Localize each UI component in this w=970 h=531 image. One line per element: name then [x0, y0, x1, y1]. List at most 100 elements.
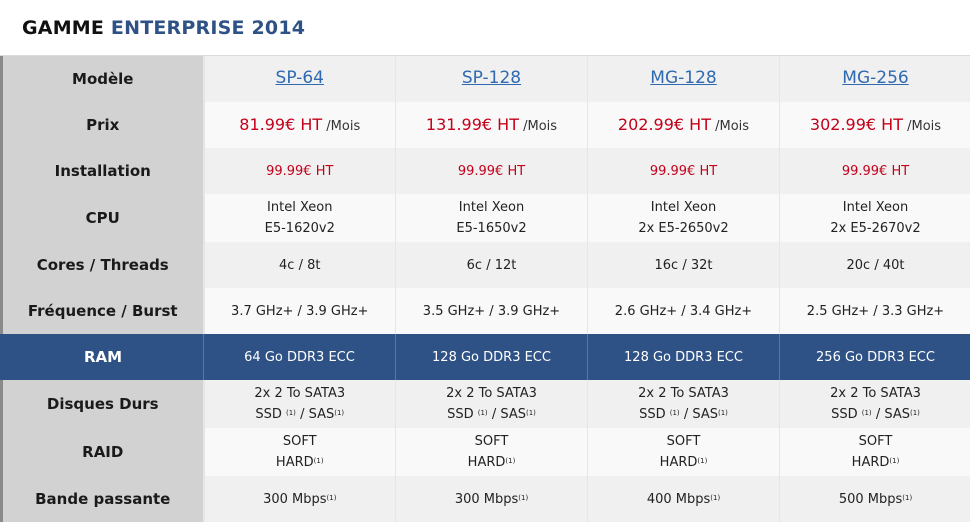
row-installation: Installation 99.99€ HT 99.99€ HT 99.99€ …: [0, 148, 970, 194]
bande-cell: 300 Mbps(1): [395, 476, 588, 522]
raid-line2: HARD: [275, 455, 314, 470]
cpu-line1: Intel Xeon: [842, 200, 909, 215]
row-label: Disques Durs: [0, 380, 205, 428]
raid-cell: SOFT HARD(1): [587, 428, 780, 476]
disques-cell: 2x 2 To SATA3 SSD (1) / SAS(1): [395, 380, 588, 428]
row-label: RAM: [0, 334, 204, 380]
model-link-mg-128[interactable]: MG-128: [650, 68, 717, 88]
row-label: RAID: [0, 428, 205, 476]
row-modele: Modèle SP-64 SP-128 MG-128 MG-256: [0, 56, 970, 102]
row-label: Prix: [0, 102, 205, 148]
separator: /: [491, 407, 497, 422]
cores-value: 20c / 40t: [779, 242, 970, 288]
model-link-sp-64[interactable]: SP-64: [275, 68, 324, 88]
page-title: GAMME ENTERPRISE 2014: [22, 17, 305, 39]
installation-value: 99.99€ HT: [841, 163, 910, 179]
cores-value: 6c / 12t: [395, 242, 588, 288]
price-suffix: /Mois: [523, 118, 558, 134]
disques-cell: 2x 2 To SATA3 SSD (1) / SAS(1): [203, 380, 396, 428]
footnote-mark: (1): [669, 409, 680, 417]
cpu-cell: Intel Xeon E5-1620v2: [203, 194, 396, 242]
bande-value: 500 Mbps: [838, 491, 903, 507]
installation-value: 99.99€ HT: [266, 163, 334, 179]
cpu-line2: 2x E5-2670v2: [830, 221, 921, 236]
disques-cell: 2x 2 To SATA3 SSD (1) / SAS(1): [779, 380, 970, 428]
ssd-text: SSD: [639, 407, 666, 422]
cores-value: 4c / 8t: [203, 242, 396, 288]
footnote-mark: (1): [889, 457, 900, 465]
ram-value: 64 Go DDR3 ECC: [203, 334, 396, 380]
cpu-line2: E5-1650v2: [456, 221, 527, 236]
separator: /: [875, 407, 881, 422]
raid-line1: SOFT: [858, 434, 893, 449]
footnote-mark: (1): [334, 409, 345, 417]
footnote-mark: (1): [710, 493, 721, 502]
sas-text: SAS: [884, 407, 910, 422]
raid-line1: SOFT: [282, 434, 317, 449]
ssd-text: SSD: [447, 407, 474, 422]
bande-cell: 500 Mbps(1): [779, 476, 970, 522]
ram-value: 256 Go DDR3 ECC: [779, 334, 970, 380]
footnote-mark: (1): [505, 457, 516, 465]
footnote-mark: (1): [286, 409, 296, 417]
footnote-mark: (1): [717, 409, 728, 417]
price-cell: 202.99€ HT /Mois: [587, 102, 780, 148]
footnote-mark: (1): [525, 409, 536, 417]
frequence-value: 2.5 GHz+ / 3.3 GHz+: [779, 288, 970, 334]
cpu-line2: 2x E5-2650v2: [638, 221, 729, 236]
price-value: 202.99€ HT: [617, 114, 711, 134]
cpu-line1: Intel Xeon: [267, 200, 333, 215]
row-label: Installation: [0, 148, 205, 194]
frequence-value: 3.7 GHz+ / 3.9 GHz+: [203, 288, 396, 334]
raid-line1: SOFT: [666, 434, 701, 449]
footnote-mark: (1): [697, 457, 708, 465]
page-title-part2: ENTERPRISE 2014: [110, 16, 306, 39]
cpu-cell: Intel Xeon 2x E5-2670v2: [779, 194, 970, 242]
disques-line1: 2x 2 To SATA3: [446, 386, 537, 401]
footnote-mark: (1): [861, 409, 872, 417]
frequence-value: 2.6 GHz+ / 3.4 GHz+: [587, 288, 780, 334]
footnote-mark: (1): [518, 493, 529, 502]
bande-cell: 400 Mbps(1): [587, 476, 780, 522]
price-cell: 302.99€ HT /Mois: [779, 102, 970, 148]
raid-cell: SOFT HARD(1): [779, 428, 970, 476]
raid-line2: HARD: [851, 455, 890, 470]
footnote-mark: (1): [909, 409, 920, 417]
row-prix: Prix 81.99€ HT /Mois 131.99€ HT /Mois 20…: [0, 102, 970, 148]
cpu-line2: E5-1620v2: [264, 221, 335, 236]
separator: /: [300, 407, 305, 422]
model-link-sp-128[interactable]: SP-128: [461, 68, 522, 88]
bande-value: 300 Mbps: [263, 491, 327, 507]
page-title-part1: GAMME: [22, 16, 105, 39]
raid-line2: HARD: [467, 455, 506, 470]
disques-line1: 2x 2 To SATA3: [830, 386, 921, 401]
bande-cell: 300 Mbps(1): [203, 476, 396, 522]
price-value: 302.99€ HT: [809, 114, 903, 134]
row-ram: RAM 64 Go DDR3 ECC 128 Go DDR3 ECC 128 G…: [0, 334, 970, 380]
footnote-mark: (1): [477, 409, 488, 417]
ssd-text: SSD: [255, 407, 282, 422]
price-suffix: /Mois: [326, 118, 361, 134]
bande-value: 300 Mbps: [454, 491, 519, 507]
title-bar: GAMME ENTERPRISE 2014: [0, 0, 970, 56]
price-suffix: /Mois: [907, 118, 942, 134]
footnote-mark: (1): [326, 493, 337, 502]
bande-value: 400 Mbps: [646, 491, 711, 507]
footnote-mark: (1): [313, 457, 324, 465]
price-cell: 131.99€ HT /Mois: [395, 102, 588, 148]
row-bande: Bande passante 300 Mbps(1) 300 Mbps(1) 4…: [0, 476, 970, 522]
cpu-line1: Intel Xeon: [458, 200, 525, 215]
row-label: Modèle: [0, 56, 205, 102]
raid-cell: SOFT HARD(1): [395, 428, 588, 476]
disques-cell: 2x 2 To SATA3 SSD (1) / SAS(1): [587, 380, 780, 428]
separator: /: [683, 407, 689, 422]
row-raid: RAID SOFT HARD(1) SOFT HARD(1) SOFT HARD(1)…: [0, 428, 970, 476]
frequence-value: 3.5 GHz+ / 3.9 GHz+: [395, 288, 588, 334]
row-label: Bande passante: [0, 476, 205, 522]
model-link-mg-256[interactable]: MG-256: [842, 68, 909, 88]
footnote-mark: (1): [902, 493, 913, 502]
cores-value: 16c / 32t: [587, 242, 780, 288]
price-cell: 81.99€ HT /Mois: [203, 102, 396, 148]
ssd-text: SSD: [831, 407, 858, 422]
